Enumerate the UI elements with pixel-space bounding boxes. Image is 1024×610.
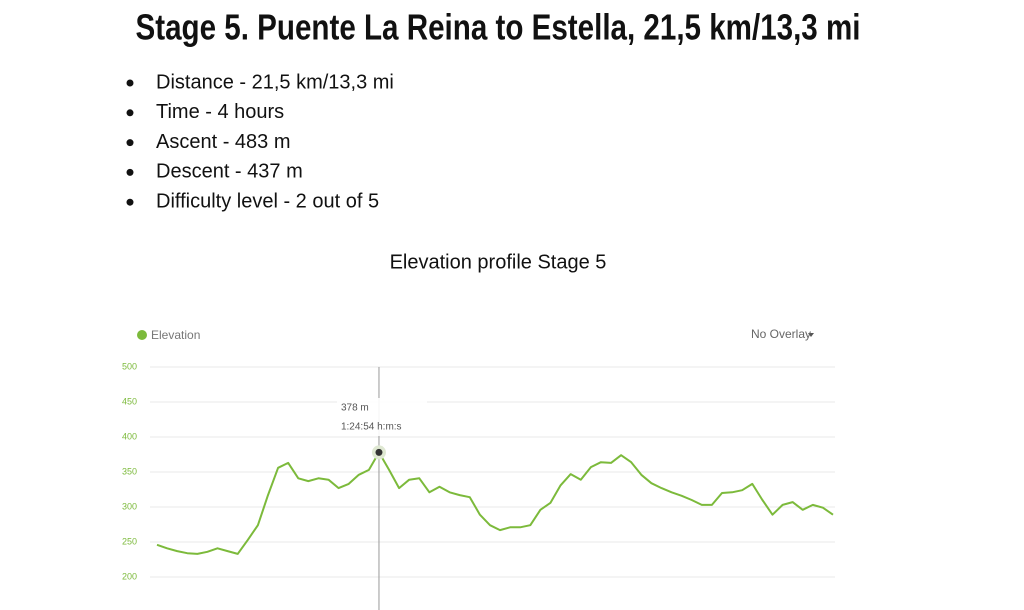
tooltip-value: 378 m (341, 403, 369, 414)
fact-item: Ascent - 483 m (156, 131, 291, 153)
legend-marker (137, 330, 147, 340)
hover-point (375, 448, 383, 456)
bullet (126, 168, 134, 176)
overlay-select[interactable]: No Overlay (751, 327, 811, 341)
fact-item: Difficulty level - 2 out of 5 (156, 190, 379, 212)
y-tick-label: 450 (122, 396, 137, 406)
y-tick-label: 250 (122, 536, 137, 546)
fact-item: Descent - 437 m (156, 161, 303, 183)
tooltip-time: 1:24:54 h:m:s (341, 422, 402, 433)
y-tick-label: 500 (122, 361, 137, 371)
page-title: Stage 5. Puente La Reina to Estella, 21,… (136, 7, 861, 48)
bullet (126, 79, 134, 87)
tooltip-box (336, 398, 427, 436)
bullet (126, 198, 134, 206)
fact-item: Time - 4 hours (156, 101, 284, 123)
fact-item: Distance - 21,5 km/13,3 mi (156, 71, 394, 93)
legend-label[interactable]: Elevation (151, 328, 200, 342)
dropdown-arrow (808, 333, 814, 337)
y-tick-label: 200 (122, 571, 137, 581)
bullet (126, 139, 134, 147)
y-tick-label: 300 (122, 501, 137, 511)
y-tick-label: 350 (122, 466, 137, 476)
bullet (126, 109, 134, 117)
elevation-line (156, 451, 834, 555)
y-tick-label: 400 (122, 431, 137, 441)
chart-title: Elevation profile Stage 5 (390, 251, 607, 273)
